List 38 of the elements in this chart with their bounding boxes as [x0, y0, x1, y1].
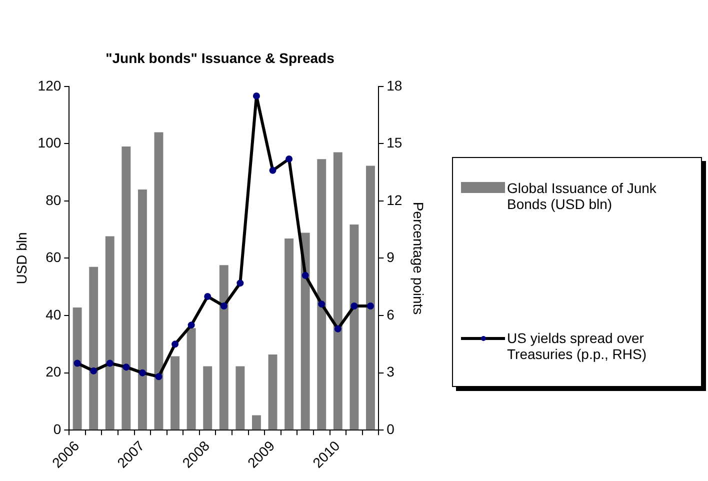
bar	[284, 238, 294, 430]
y-tick-label: 40	[46, 306, 62, 322]
y-tick-label: 0	[53, 420, 62, 437]
bar	[366, 166, 375, 430]
y2-tick-label: 15	[386, 134, 402, 151]
bar	[268, 354, 278, 430]
bar	[252, 415, 261, 430]
bar	[154, 132, 164, 430]
bar	[203, 366, 212, 430]
y-tick-label: 60	[46, 249, 62, 266]
bar	[89, 266, 98, 430]
y-axis-title: USD bln	[13, 232, 30, 284]
legend-label: US yields spread over Treasuries (p.p., RHS)	[507, 330, 648, 362]
bar	[170, 356, 180, 430]
bar	[236, 366, 245, 430]
bar	[138, 190, 147, 430]
y2-axis-title: Percentage points	[410, 202, 427, 315]
bar	[333, 152, 342, 430]
y2-tick-label: 3	[386, 364, 395, 380]
y2-tick-label: 9	[386, 249, 395, 266]
bar	[186, 328, 196, 430]
bar	[300, 232, 310, 430]
y2-tick-label: 12	[386, 192, 402, 208]
y-tick-label: 120	[38, 77, 62, 94]
y2-tick-label: 0	[386, 420, 395, 437]
y-tick-label: 100	[38, 134, 62, 151]
bar	[317, 159, 326, 430]
legend-label: Global Issuance of Junk Bonds (USD bln)	[507, 180, 658, 212]
bar	[350, 224, 359, 430]
bar	[122, 146, 131, 430]
chart-title: "Junk bonds" Issuance & Spreads	[104, 50, 336, 66]
bar	[105, 236, 114, 430]
bar	[219, 265, 228, 430]
bar	[72, 308, 82, 430]
y-tick-label: 20	[46, 364, 62, 380]
y2-tick-label: 6	[386, 306, 395, 322]
y2-tick-label: 18	[386, 77, 402, 94]
y-tick-label: 80	[46, 192, 62, 208]
